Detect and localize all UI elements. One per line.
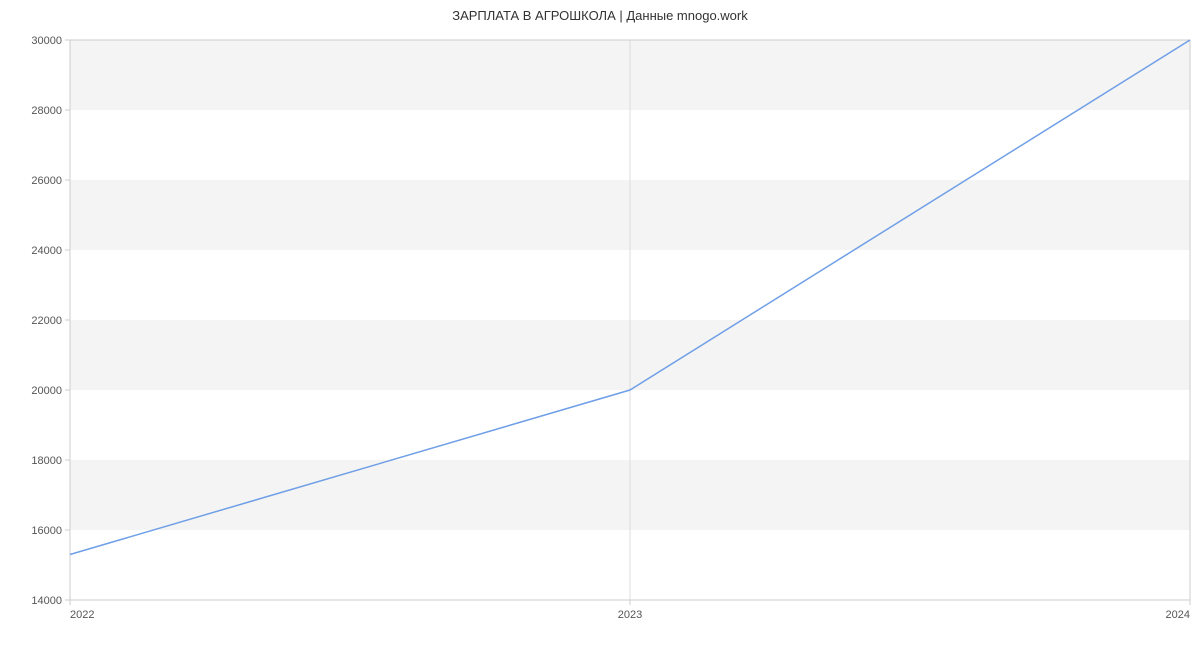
svg-text:14000: 14000 bbox=[31, 595, 62, 607]
salary-chart: ЗАРПЛАТА В АГРОШКОЛА | Данные mnogo.work… bbox=[0, 0, 1200, 650]
svg-text:2024: 2024 bbox=[1166, 609, 1190, 621]
svg-text:16000: 16000 bbox=[31, 525, 62, 537]
svg-text:30000: 30000 bbox=[31, 35, 62, 47]
chart-svg: 14000 16000 18000 20000 22000 24000 26000 28000… bbox=[0, 0, 1200, 650]
svg-text:18000: 18000 bbox=[31, 455, 62, 467]
svg-text:20000: 20000 bbox=[31, 385, 62, 397]
svg-text:28000: 28000 bbox=[31, 105, 62, 117]
chart-title: ЗАРПЛАТА В АГРОШКОЛА | Данные mnogo.work bbox=[0, 8, 1200, 23]
svg-text:2023: 2023 bbox=[618, 609, 642, 621]
svg-text:22000: 22000 bbox=[31, 315, 62, 327]
svg-text:2022: 2022 bbox=[70, 609, 94, 621]
svg-text:26000: 26000 bbox=[31, 175, 62, 187]
svg-text:24000: 24000 bbox=[31, 245, 62, 257]
